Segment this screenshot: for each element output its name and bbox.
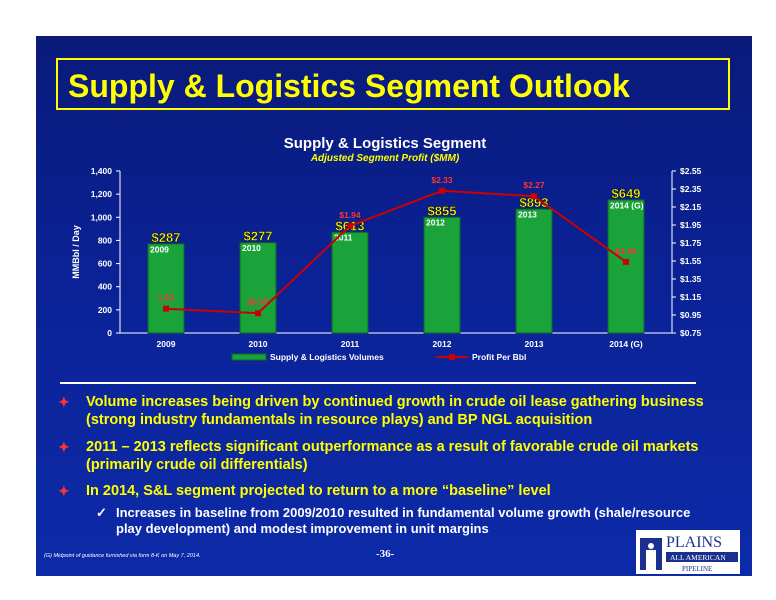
y2-tick-label: $2.35 <box>680 184 702 194</box>
y-tick-label: 1,400 <box>91 166 113 176</box>
bar-category-label: 2009 <box>150 244 169 254</box>
y-tick-label: 600 <box>98 259 112 269</box>
bar-category-label: 2011 <box>334 233 353 243</box>
profit-label: $2.33 <box>431 175 453 185</box>
y-tick-label: 800 <box>98 235 112 245</box>
chart-subtitle: Adjusted Segment Profit ($MM) <box>310 153 460 164</box>
x-tick-label: 2014 (G) <box>609 339 643 349</box>
profit-line <box>165 189 627 315</box>
bullet-star-icon: ✦ <box>58 394 70 410</box>
bullet-text: 2011 – 2013 reflects significant outperf… <box>86 439 699 473</box>
y-tick-label: 400 <box>98 282 112 292</box>
x-tick-label: 2013 <box>525 339 544 349</box>
y2-tick-label: $1.95 <box>680 220 702 230</box>
plains-logo: PLAINS ALL AMERICAN PIPELINE <box>636 530 740 574</box>
profit-point <box>623 258 629 265</box>
bar <box>239 242 277 334</box>
y2-tick-label: $1.15 <box>680 292 702 302</box>
bullet-star-icon: ✦ <box>58 483 70 499</box>
sub-bullet-text: Increases in baseline from 2009/2010 res… <box>116 505 691 536</box>
y2-tick-label: $0.75 <box>680 328 702 338</box>
profit-point <box>439 187 445 194</box>
profit-point <box>163 305 169 312</box>
bar <box>515 208 553 334</box>
y2-tick-label: $0.95 <box>680 310 702 320</box>
profit-point <box>255 310 261 317</box>
legend-profit-label: Profit Per Bbl <box>472 352 526 362</box>
checkmark-icon: ✓ <box>96 505 107 520</box>
title-box: Supply & Logistics Segment Outlook <box>56 58 730 110</box>
bar-category-label: 2012 <box>426 218 445 228</box>
bar <box>607 199 645 334</box>
profit-point <box>531 193 537 200</box>
x-tick-label: 2012 <box>433 339 452 349</box>
page-number: -36- <box>376 548 395 560</box>
logo-line3: PIPELINE <box>682 565 712 573</box>
y2-tick-label: $2.55 <box>680 166 702 176</box>
profit-label: $1.94 <box>339 210 361 220</box>
bullet-star-icon: ✦ <box>58 439 70 455</box>
divider-line <box>60 382 696 384</box>
logo-line2: ALL AMERICAN <box>670 553 726 562</box>
y-axis-label: MMBbl / Day <box>71 225 81 279</box>
bar <box>331 231 369 334</box>
bar-value-label: $855 <box>428 203 457 218</box>
y-tick-label: 200 <box>98 305 112 315</box>
bullet-text: In 2014, S&L segment projected to return… <box>86 483 551 499</box>
profit-label: $2.27 <box>523 180 545 190</box>
logo-line1: PLAINS <box>666 534 722 551</box>
legend-volume-swatch <box>231 353 267 361</box>
y2-tick-label: $1.75 <box>680 238 702 248</box>
legend-volume-label: Supply & Logistics Volumes <box>270 352 384 362</box>
bar-category-label: 2010 <box>242 243 261 253</box>
y2-tick-label: $1.55 <box>680 256 702 266</box>
profit-label: $0.97 <box>247 297 269 307</box>
y-tick-label: 0 <box>107 328 112 338</box>
x-tick-label: 2010 <box>249 339 268 349</box>
bar-value-label: $649 <box>612 186 641 201</box>
bar-category-label: 2013 <box>518 210 537 220</box>
y2-tick-label: $2.15 <box>680 202 702 212</box>
slide-title: Supply & Logistics Segment Outlook <box>68 68 630 104</box>
profit-point <box>347 222 353 229</box>
y-tick-label: 1,200 <box>91 189 113 199</box>
bar-value-label: $893 <box>520 195 549 210</box>
profit-label: $1.54 <box>615 246 637 256</box>
bar-category-label: 2014 (G) <box>610 200 644 210</box>
slide: Supply & Logistics Segment Outlook Suppl… <box>36 36 752 576</box>
bullet-text: Volume increases being driven by continu… <box>86 394 704 428</box>
legend-profit-marker <box>449 354 455 360</box>
y-tick-label: 1,000 <box>91 212 113 222</box>
y2-tick-label: $1.35 <box>680 274 702 284</box>
chart-title: Supply & Logistics Segment <box>284 135 487 152</box>
bar <box>423 216 461 334</box>
x-tick-label: 2009 <box>157 339 176 349</box>
bar-value-label: $277 <box>244 229 273 244</box>
bar-value-label: $287 <box>152 230 181 245</box>
profit-label: 1.02 <box>158 293 175 303</box>
x-tick-label: 2011 <box>341 339 360 349</box>
footnote: (G) Midpoint of guidance furnished via f… <box>44 553 201 559</box>
bar <box>147 243 185 334</box>
